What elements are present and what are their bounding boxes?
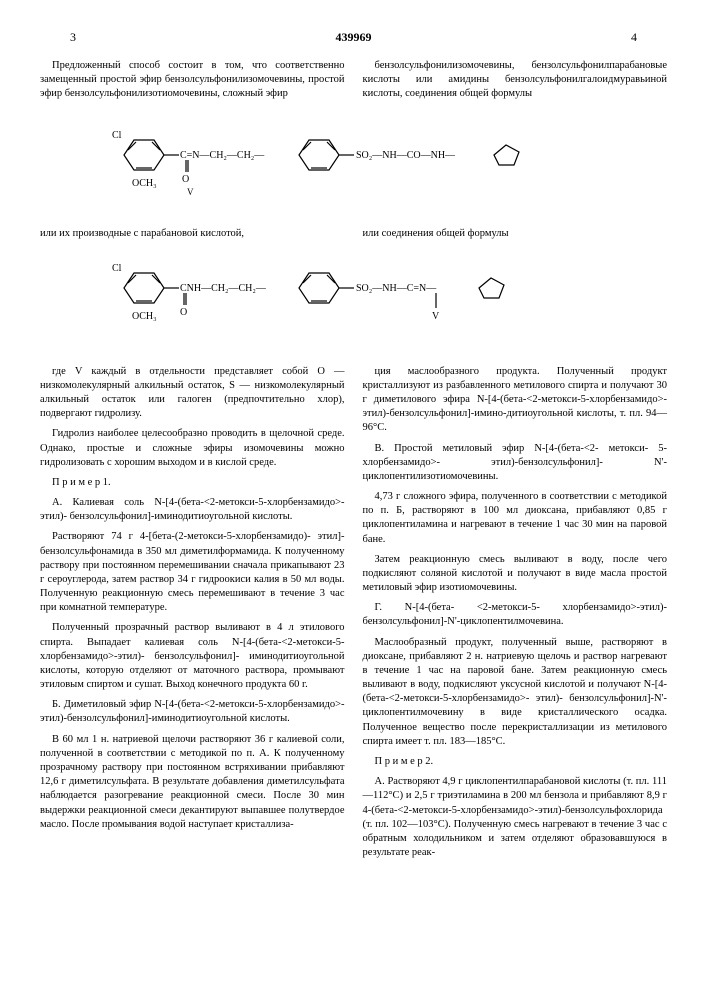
svg-text:OCH₃: OCH₃ [132,178,157,189]
inter-text-1b: или соединения общей формулы [363,227,668,241]
svg-text:Cl: Cl [112,263,122,274]
right-column: ция маслообразного продукта. Полученный … [363,365,668,867]
right-p2: В. Простой метиловый эфир N-[4-(бета-<2-… [363,442,668,485]
inter-text-1: или их производные с парабановой кислото… [40,227,345,241]
svg-text:O: O [182,174,189,185]
right-p3: 4,73 г сложного эфира, полученного в соо… [363,490,668,547]
svg-text:SO₂—NH—C=N—: SO₂—NH—C=N— [356,283,437,294]
right-p6: Маслообразный продукт, полученный выше, … [363,636,668,749]
intro-right: бензолсульфонилизомочевины, бензолсульфо… [363,59,668,102]
intro-left: Предложенный способ состоит в том, что с… [40,59,345,102]
left-p5: Растворяют 74 г 4-[бета-(2-метокси-5-хло… [40,530,345,615]
svg-text:CNH—CH₂—CH₂—: CNH—CH₂—CH₂— [180,283,267,294]
left-p6: Полученный прозрачный раствор выливают в… [40,621,345,692]
right-p1: ция маслообразного продукта. Полученный … [363,365,668,436]
svg-text:Cl: Cl [112,130,122,141]
svg-text:V: V [187,187,194,197]
right-p4: Затем реакционную смесь выливают в воду,… [363,553,668,596]
doc-number: 439969 [336,30,372,45]
right-p7: П р и м е р 2. [363,755,668,769]
page-right: 4 [631,30,637,45]
left-p4: А. Калиевая соль N-[4-(бета-<2-метокси-5… [40,496,345,524]
svg-text:SO₂—NH—CO—NH—: SO₂—NH—CO—NH— [356,150,456,161]
chemical-formula-1: Cl OCH₃ C=N—CH₂—CH₂— O SO₂—NH—CO—NH— V [40,120,667,215]
svg-text:V: V [432,311,440,322]
chemical-formula-2: Cl OCH₃ CNH—CH₂—CH₂— O SO₂—NH—C=N— V [40,253,667,353]
svg-text:OCH₃: OCH₃ [132,311,157,322]
right-p8: А. Растворяют 4,9 г циклопентилпарабанов… [363,775,668,860]
left-p7: Б. Диметиловый эфир N-[4-(бета-<2-метокс… [40,698,345,726]
left-p3: П р и м е р 1. [40,476,345,490]
left-p1: где V каждый в отдельности представляет … [40,365,345,422]
svg-text:O: O [180,307,187,318]
left-column: где V каждый в отдельности представляет … [40,365,345,867]
right-p5: Г. N-[4-(бета- <2-метокси-5- хлорбензами… [363,601,668,629]
left-p8: В 60 мл 1 н. натриевой щелочи растворяют… [40,733,345,832]
page-left: 3 [70,30,76,45]
svg-text:C=N—CH₂—CH₂—: C=N—CH₂—CH₂— [180,150,265,161]
left-p2: Гидролиз наиболее целесообразно проводит… [40,427,345,470]
